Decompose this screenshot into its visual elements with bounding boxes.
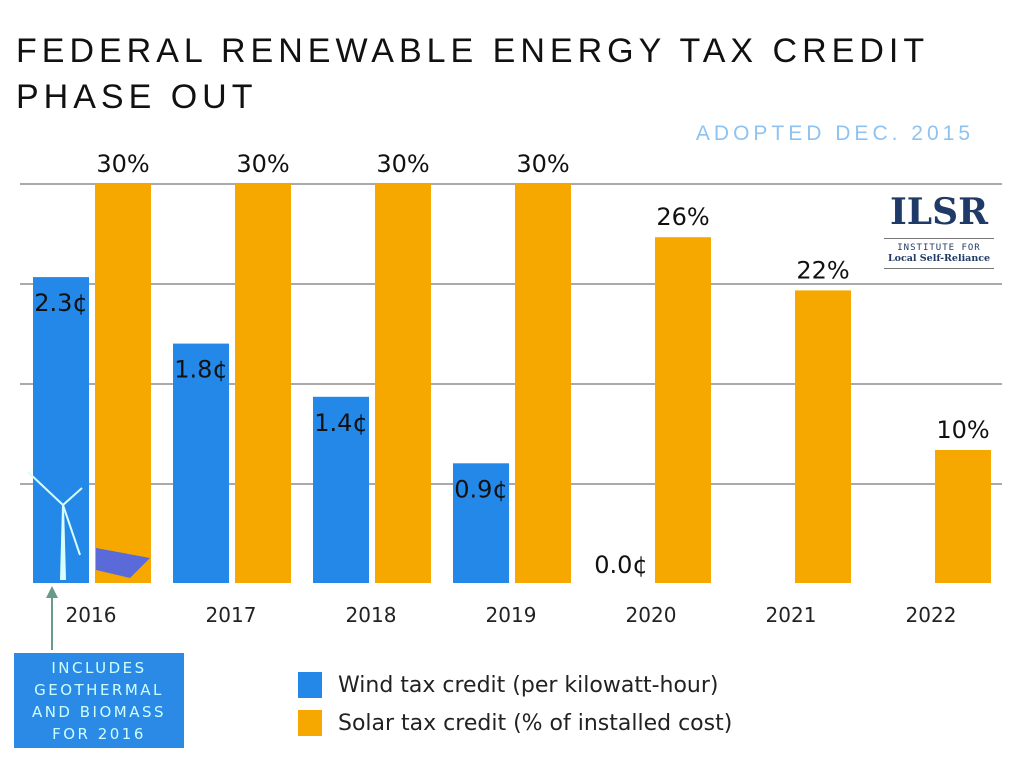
chart-subtitle: ADOPTED DEC. 2015	[695, 122, 974, 145]
solar-data-label: 10%	[936, 416, 989, 444]
solar-panel-icon	[96, 548, 150, 578]
solar-data-label: 22%	[796, 256, 849, 284]
solar-data-label: 30%	[96, 150, 149, 178]
x-tick-label: 2018	[346, 603, 397, 627]
solar-data-label: 26%	[656, 203, 709, 231]
legend-label: Solar tax credit (% of installed cost)	[338, 710, 733, 736]
title-line-2: PHASE OUT	[16, 78, 258, 116]
note-line: FOR 2016	[52, 725, 146, 743]
legend-swatch-solar	[298, 710, 322, 736]
wind-bar	[33, 277, 89, 583]
title-line-1: FEDERAL RENEWABLE ENERGY TAX CREDIT	[16, 32, 930, 70]
wind-data-label: 1.8¢	[174, 356, 227, 384]
legend-swatch-wind	[298, 672, 322, 698]
wind-bar	[313, 396, 369, 583]
wind-turbine-icon	[60, 505, 66, 580]
solar-bar	[235, 184, 291, 583]
wind-data-label: 2.3¢	[34, 289, 87, 317]
ilsr-logo: ILSR INSTITUTE FOR Local Self-Reliance	[884, 190, 994, 269]
note-line: INCLUDES	[51, 659, 147, 677]
solar-bar	[95, 184, 151, 583]
wind-turbine-blades	[27, 471, 83, 556]
logo-line-2: Local Self-Reliance	[884, 253, 994, 269]
solar-bar	[375, 184, 431, 583]
wind-data-label: 1.4¢	[314, 409, 367, 437]
solar-data-label: 30%	[376, 150, 429, 178]
solar-bar	[795, 290, 851, 583]
solar-data-label: 30%	[516, 150, 569, 178]
solar-bar	[655, 237, 711, 583]
legend-item-solar: Solar tax credit (% of installed cost)	[298, 704, 732, 742]
solar-bar	[935, 450, 991, 583]
note-line: AND BIOMASS	[31, 703, 167, 721]
solar-data-label: 30%	[236, 150, 289, 178]
wind-bar	[173, 343, 229, 583]
arrow-head-icon	[46, 586, 58, 598]
wind-bar	[453, 463, 509, 583]
note-line: GEOTHERMAL	[34, 681, 164, 699]
x-tick-label: 2020	[626, 603, 677, 627]
solar-bar	[515, 184, 571, 583]
x-tick-label: 2022	[906, 603, 957, 627]
x-tick-label: 2019	[486, 603, 537, 627]
legend: Wind tax credit (per kilowatt-hour) Sola…	[298, 666, 732, 742]
note-box: INCLUDES GEOTHERMAL AND BIOMASS FOR 2016	[14, 653, 184, 748]
x-tick-label: 2016	[66, 603, 117, 627]
legend-item-wind: Wind tax credit (per kilowatt-hour)	[298, 666, 732, 704]
wind-data-label: 0.9¢	[454, 475, 507, 503]
logo-text: ILSR	[889, 191, 989, 233]
wind-data-label: 0.0¢	[594, 551, 647, 579]
logo-line-1: INSTITUTE FOR	[884, 238, 994, 253]
x-tick-label: 2021	[766, 603, 817, 627]
chart-title: FEDERAL RENEWABLE ENERGY TAX CREDIT PHASE…	[16, 28, 929, 120]
legend-label: Wind tax credit (per kilowatt-hour)	[338, 672, 719, 698]
x-tick-label: 2017	[206, 603, 257, 627]
